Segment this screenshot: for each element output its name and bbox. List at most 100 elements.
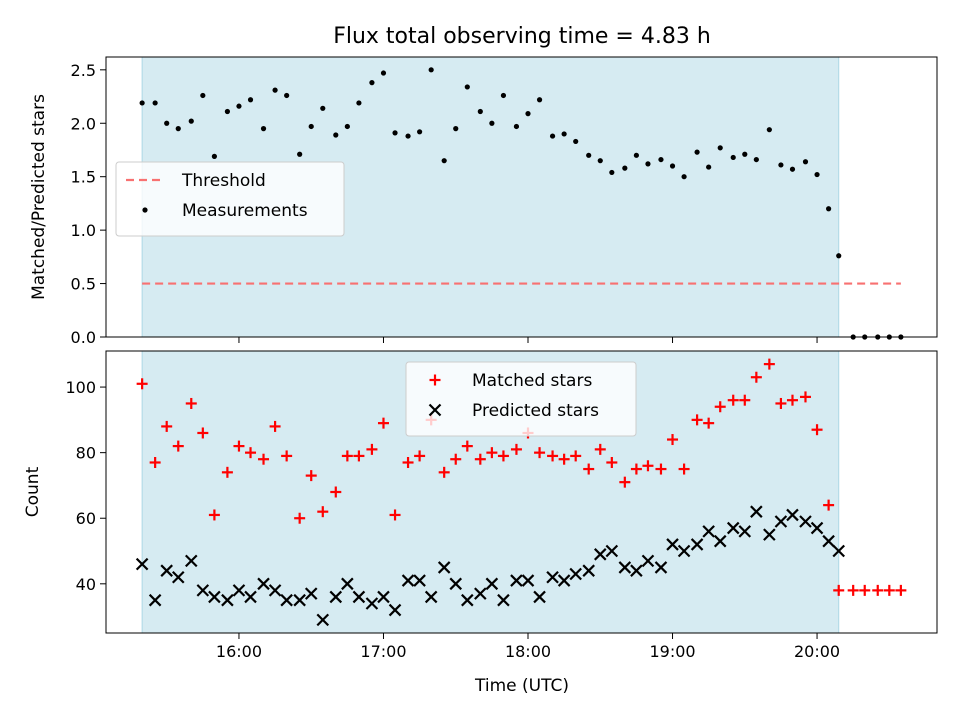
predicted-star-point [474,587,487,600]
matched-star-point [221,466,233,478]
measurement-point [753,156,759,163]
measurement-point [597,158,603,164]
matched-star-point [402,456,414,468]
measurement-point [417,129,423,135]
x-axis-label: Time (UTC) [474,676,569,696]
measurement-point [441,158,447,164]
x-tick-label: 19:00 [649,642,695,661]
matched-star-point [389,509,401,521]
matched-star-point [185,397,197,409]
matched-star-point [450,453,462,465]
measurement-point [681,174,687,180]
matched-star-point [377,417,389,429]
predicted-star-point [557,574,571,587]
matched-star-point [208,509,220,521]
predicted-star-point [413,574,426,587]
measurement-point [826,206,832,212]
y-tick-label: 60 [76,509,96,528]
predicted-star-point [244,590,257,604]
legend-marker-swatch [142,207,148,213]
legend-marker-swatch [428,403,442,417]
measurement-point [356,100,362,106]
matched-star-point [330,486,342,498]
matched-star-point [619,476,631,488]
measurement-point [152,100,158,106]
matched-star-point [630,463,642,475]
measurement-point [836,253,842,259]
measurement-point [500,92,507,99]
predicted-star-point [196,584,210,597]
bottom-panel: 16:00 17:00 18:00 19:00 20:00 40 60 80 100 Coun… [23,350,938,696]
predicted-star-point [401,574,415,587]
matched-star-point [883,584,895,596]
measurement-point [717,145,723,151]
matched-star-point [197,427,209,439]
measurement-point [549,133,556,139]
top-legend: Threshold Measurements [115,161,345,237]
measurement-point [789,166,796,172]
predicted-star-point [341,577,354,591]
matched-star-point [547,450,559,462]
measurement-point [573,138,579,145]
measurement-point [633,152,639,158]
matched-star-point [305,470,317,482]
measurement-point [139,100,145,106]
predicted-star-point [329,590,343,604]
matched-star-point [655,463,667,475]
measurement-point [742,151,748,157]
matched-star-point [594,443,606,455]
top-panel: 0.0 0.5 1.0 1.5 2.0 2.5 Matched/Predicted sta… [29,56,938,347]
predicted-star-point [365,597,379,610]
legend-box [405,361,637,437]
measurement-point [645,161,651,167]
matched-star-point [570,450,582,462]
predicted-star-point [148,593,162,607]
predicted-star-point [449,577,463,591]
measurement-point [297,151,303,157]
measurement-point [247,97,254,103]
predicted-star-point [160,564,173,577]
matched-star-point [606,456,618,468]
predicted-star-point [738,525,752,538]
predicted-star-point [424,590,438,604]
measurement-point [260,126,267,132]
predicted-star-point [510,574,523,587]
measurement-point [814,171,820,178]
predicted-star-point [774,515,788,528]
legend-entry-label: Matched stars [472,371,592,391]
predicted-star-point [171,570,185,584]
predicted-star-point [763,528,776,541]
matched-star-point [750,371,762,383]
measurement-point [536,97,543,103]
matched-star-point [714,401,726,413]
predicted-star-point [546,570,559,584]
predicted-star-point [257,577,270,591]
matched-star-point [727,394,739,406]
matched-star-point [414,450,426,462]
measurement-point [778,162,784,168]
predicted-star-point [388,603,402,617]
matched-star-point [534,447,546,459]
matched-star-point [366,443,378,455]
matched-star-point [245,447,257,459]
matched-star-point [642,460,654,472]
matched-star-point [486,447,498,459]
measurement-point [333,132,339,138]
matched-star-point [281,450,293,462]
measurement-point [669,163,676,169]
y-tick-label: 80 [76,444,96,463]
predicted-star-point [799,515,812,528]
predicted-star-point [726,521,740,535]
chart-title: Flux total observing time = 4.83 h [333,24,711,49]
measurement-point [453,126,459,132]
matched-star-point [859,584,871,596]
predicted-star-point [750,505,763,518]
top-y-axis-label: Matched/Predicted stars [29,94,49,300]
measurement-point [766,127,772,133]
predicted-star-point [677,544,691,558]
measurement-point [609,169,615,176]
measurement-point [694,149,700,155]
matched-star-point [799,391,811,403]
measurement-point [405,133,411,139]
measurement-point [464,84,470,90]
